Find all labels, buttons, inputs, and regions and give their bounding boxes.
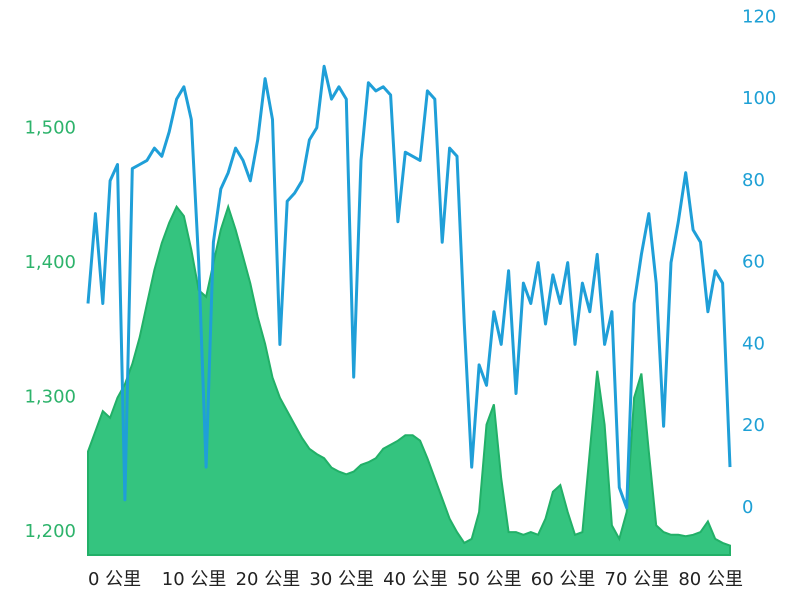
elevation-area [87,203,731,556]
y2-tick-label: 20 [742,415,765,436]
x-tick-label: 0 公里 [88,569,141,590]
x-tick-label: 30 公里 [309,569,374,590]
y2-tick-label: 40 [742,333,765,354]
y2-tick-label: 80 [742,170,765,191]
x-tick-label: 70 公里 [605,569,670,590]
y2-tick-label: 100 [742,88,776,109]
x-tick-label: 20 公里 [236,569,301,590]
y-tick-label: 1,200 [24,521,76,542]
y2-tick-label: 60 [742,252,765,273]
speed-line [86,64,732,510]
x-tick-label: 80 公里 [678,569,743,590]
y-tick-label: 1,500 [24,118,76,139]
x-tick-label: 60 公里 [531,569,596,590]
y-tick-label: 1,300 [24,387,76,408]
y-tick-label: 1,400 [24,252,76,273]
x-tick-label: 50 公里 [457,569,522,590]
y2-tick-label: 120 [742,6,776,27]
x-tick-label: 10 公里 [162,569,227,590]
y2-tick-label: 0 [742,497,753,518]
x-tick-label: 40 公里 [383,569,448,590]
